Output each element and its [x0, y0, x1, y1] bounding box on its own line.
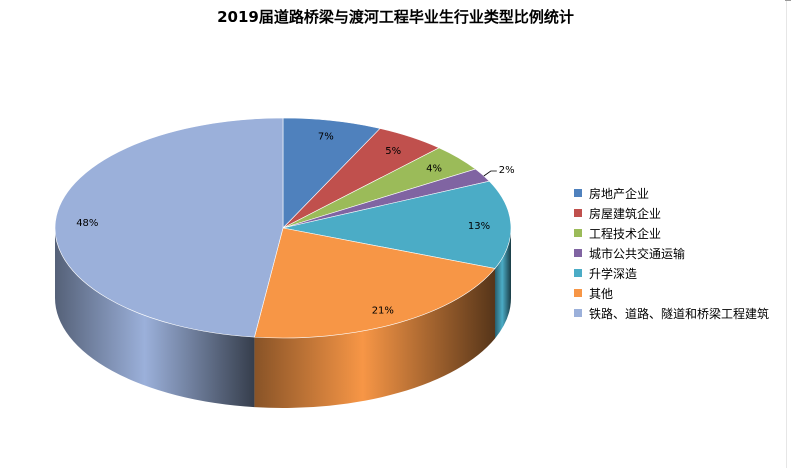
- legend-item: 升学深造: [574, 263, 769, 283]
- legend-label: 铁路、道路、隧道和桥梁工程建筑: [589, 306, 770, 321]
- legend-swatch: [574, 189, 582, 197]
- chart-legend: 房地产企业房屋建筑企业 工程技术企业城市公共交通运输 升学深造其他铁路、道路、隧道和…: [574, 183, 769, 323]
- legend-swatch: [574, 269, 582, 277]
- legend-swatch: [574, 309, 582, 317]
- legend-item: 其他: [574, 283, 769, 303]
- pie-side-5: [494, 228, 511, 339]
- pie-side-6: [254, 268, 495, 408]
- legend-item: 工程技术企业: [574, 223, 769, 243]
- legend-swatch: [574, 209, 582, 217]
- chart-corner-mark: [785, 0, 791, 1]
- data-label: 21%: [372, 305, 394, 316]
- legend-item: 城市公共交通运输: [574, 243, 769, 263]
- legend-item: 房地产企业: [574, 183, 769, 203]
- pie-side-7: [55, 228, 255, 408]
- legend-label: 工程技术企业: [589, 226, 662, 241]
- legend-item: 铁路、道路、隧道和桥梁工程建筑: [574, 303, 769, 323]
- data-label: 2%: [499, 165, 515, 176]
- data-label: 48%: [76, 218, 98, 229]
- data-label: 5%: [385, 146, 401, 157]
- chart-title: 2019届道路桥梁与渡河工程毕业生行业类型比例统计: [217, 8, 574, 26]
- legend-label: 其他: [589, 286, 614, 301]
- data-label: 13%: [468, 221, 490, 232]
- pie-slice-5: [282, 180, 512, 269]
- data-label: 7%: [318, 132, 334, 143]
- legend-item: 房屋建筑企业: [574, 203, 769, 223]
- leader-line: [483, 170, 497, 177]
- legend-swatch: [574, 249, 582, 257]
- legend-swatch: [574, 289, 582, 297]
- data-label: 4%: [426, 164, 442, 175]
- chart-border: [786, 0, 787, 468]
- legend-label: 房屋建筑企业: [589, 206, 662, 221]
- legend-label: 城市公共交通运输: [589, 246, 686, 261]
- legend-label: 房地产企业: [589, 186, 650, 201]
- pie-slice-6: [254, 227, 496, 339]
- pie-slice-7: [54, 117, 284, 338]
- legend-swatch: [574, 229, 582, 237]
- legend-label: 升学深造: [589, 266, 638, 281]
